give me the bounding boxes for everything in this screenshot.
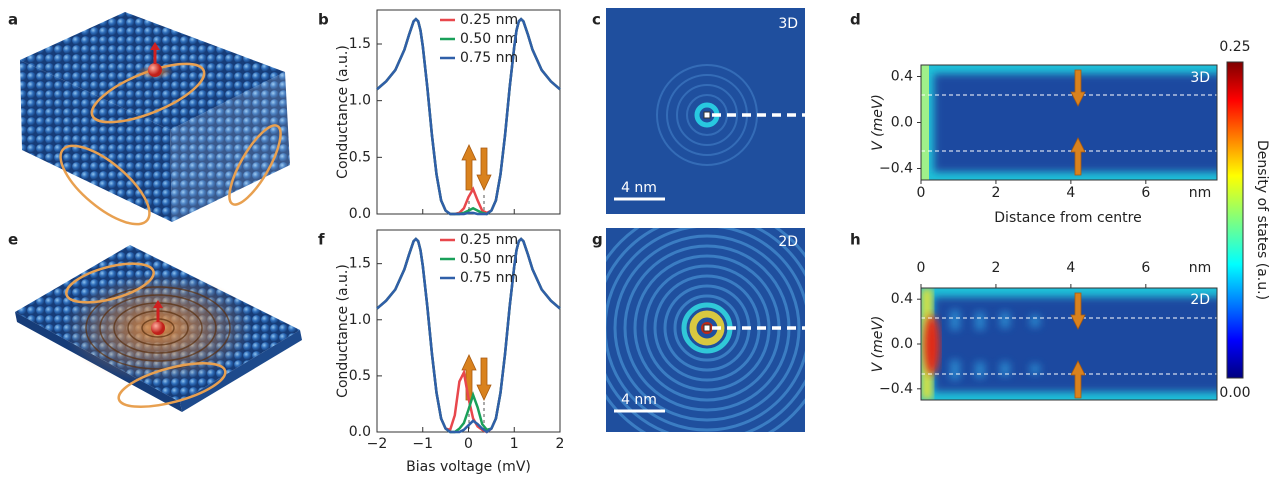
y-tick-label: 0.4: [891, 291, 913, 307]
illustration-3d: [20, 12, 290, 237]
legend-label: 0.50 nm: [460, 31, 518, 47]
x-tick-label: −2: [367, 436, 388, 452]
heatmap-label: 3D: [1190, 70, 1210, 86]
x-tick-label: 2: [991, 260, 1000, 276]
legend-label: 0.50 nm: [460, 251, 518, 267]
heatmap-3d: [921, 65, 1224, 180]
panel-label: c: [592, 11, 601, 29]
y-axis-label: Conductance (a.u.): [335, 45, 351, 179]
map-label: 2D: [778, 234, 798, 250]
y-tick-label: 0.0: [891, 336, 913, 352]
heatmap-label: 2D: [1190, 292, 1210, 308]
x-tick-label: −1: [412, 436, 433, 452]
map-label: 3D: [778, 16, 798, 32]
x-tick-label: 2: [991, 185, 1000, 201]
x-tick-label: 6: [1141, 260, 1150, 276]
y-tick-label: 0.0: [891, 115, 913, 131]
x-unit-label: nm: [1189, 185, 1212, 201]
illustration-2d: [15, 245, 302, 416]
x-axis-label: Distance from centre: [994, 210, 1141, 226]
panel-label: h: [850, 231, 861, 249]
x-tick-label: 1: [510, 436, 519, 452]
x-unit-label: nm: [1189, 260, 1212, 276]
y-tick-label: 0.4: [891, 69, 913, 85]
panel-label: g: [592, 231, 603, 249]
colorbar-tick-label: 0.25: [1219, 39, 1250, 55]
y-axis-label: V (meV): [870, 94, 886, 151]
y-tick-label: 0.5: [349, 368, 371, 384]
x-tick-label: 6: [1141, 185, 1150, 201]
panel-label: d: [850, 11, 861, 29]
y-tick-label: 0.0: [349, 206, 371, 222]
panel-label: b: [318, 11, 329, 29]
panel-label: f: [318, 231, 325, 249]
y-tick-label: −0.4: [879, 381, 913, 397]
y-axis-label: Conductance (a.u.): [335, 264, 351, 398]
panel-label: e: [8, 231, 18, 249]
scale-bar-label: 4 nm: [621, 392, 657, 408]
colorbar-label: Density of states (a.u.): [1254, 140, 1270, 300]
colorbar: [1227, 62, 1243, 378]
colorbar-tick-label: 0.00: [1219, 385, 1250, 401]
figure: a b c d e f g h 3D 4 nm 2D 4 nm 3D 2D Di…: [0, 0, 1274, 479]
y-tick-label: 1.5: [349, 256, 371, 272]
y-tick-label: 1.5: [349, 36, 371, 52]
legend-label: 0.75 nm: [460, 270, 518, 286]
x-tick-label: 0: [464, 436, 473, 452]
heatmap-2d: [921, 288, 1224, 400]
scale-bar-label: 4 nm: [621, 180, 657, 196]
legend-label: 0.25 nm: [460, 232, 518, 248]
y-tick-label: −0.4: [879, 161, 913, 177]
y-tick-label: 1.0: [349, 93, 371, 109]
y-tick-label: 0.5: [349, 149, 371, 165]
panel-label: a: [8, 11, 18, 29]
x-tick-label: 0: [917, 185, 926, 201]
y-axis-label: V (meV): [870, 316, 886, 373]
x-tick-label: 4: [1066, 185, 1075, 201]
x-tick-label: 0: [917, 260, 926, 276]
legend-label: 0.75 nm: [460, 50, 518, 66]
legend-label: 0.25 nm: [460, 12, 518, 28]
x-tick-label: 2: [556, 436, 565, 452]
x-axis-label: Bias voltage (mV): [406, 459, 531, 475]
y-tick-label: 1.0: [349, 312, 371, 328]
x-tick-label: 4: [1066, 260, 1075, 276]
